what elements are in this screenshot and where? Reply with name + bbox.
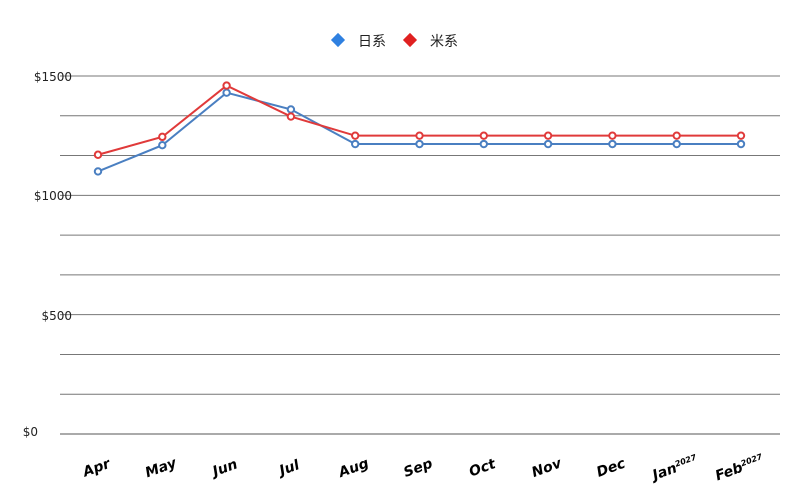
data-point <box>286 105 296 114</box>
x-tick-superscript: 2027 <box>740 452 764 468</box>
data-point <box>351 131 360 140</box>
x-axis: Apr May Jun Jul Aug Sep Oct Nov Dec Jan2027 Feb202… <box>80 452 766 485</box>
legend-label-series-2: 米系 <box>430 34 458 50</box>
data-point <box>736 139 746 149</box>
data-point <box>415 139 424 149</box>
x-tick-label: Sep <box>401 456 434 481</box>
data-point <box>608 131 617 140</box>
data-point <box>158 141 167 150</box>
legend-label-series-1: 日系 <box>358 34 386 50</box>
x-tick-label: Jul <box>275 457 302 480</box>
x-tick-label: Feb2027 <box>713 452 766 484</box>
data-point <box>93 150 103 159</box>
y-tick-label: $1500 <box>34 70 72 84</box>
x-tick-label: Nov <box>530 455 565 481</box>
legend: 日系 米系 <box>330 32 458 50</box>
data-point <box>415 131 424 140</box>
x-tick-label: Dec <box>594 455 628 480</box>
data-point <box>351 139 360 149</box>
data-point <box>286 112 296 121</box>
x-tick-label: Apr <box>80 456 114 481</box>
grid-lines <box>60 75 780 435</box>
data-point <box>222 88 231 97</box>
data-point <box>543 139 553 149</box>
x-tick-superscript: 2027 <box>674 453 698 469</box>
y-tick-label: $500 <box>41 309 72 323</box>
y-axis: $0 $500 $1000 $1500 <box>23 70 72 439</box>
data-point <box>736 131 746 140</box>
y-tick-label: $1000 <box>34 189 72 203</box>
y-tick-label: $0 <box>23 425 38 439</box>
data-point <box>93 167 103 176</box>
x-tick-label: Jun <box>208 456 240 481</box>
x-tick-label: Aug <box>336 455 371 481</box>
data-point <box>672 139 681 149</box>
data-point <box>479 131 488 140</box>
x-tick-label: Jan2027 <box>648 453 701 485</box>
series-layer <box>93 81 746 176</box>
legend-marker-series-2 <box>402 32 418 48</box>
data-point <box>158 132 167 142</box>
legend-marker-series-1 <box>330 32 346 48</box>
data-point <box>479 139 488 149</box>
data-point <box>672 131 681 140</box>
data-point <box>222 81 231 90</box>
data-point <box>543 131 553 140</box>
data-point <box>608 139 617 149</box>
x-tick-label: Oct <box>467 456 499 481</box>
x-tick-label: May <box>143 455 179 481</box>
